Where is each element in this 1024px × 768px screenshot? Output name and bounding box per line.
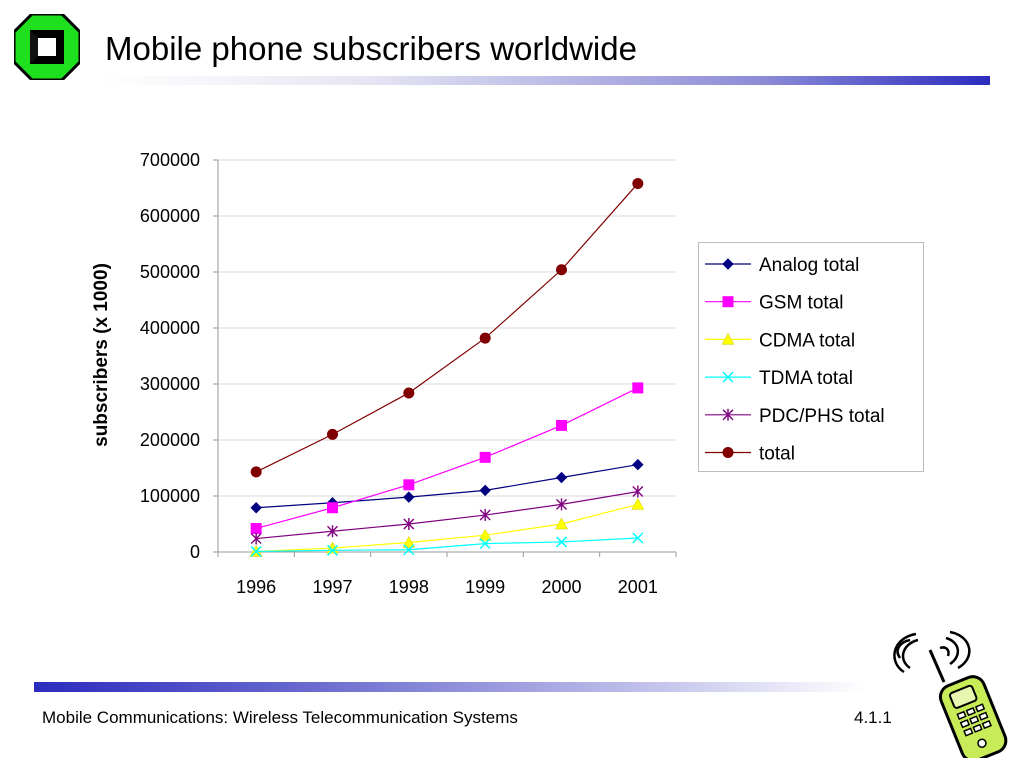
series-total [250,178,644,478]
data-point [478,528,492,541]
data-point [250,532,262,545]
line-chart: 0 100000 200000 300000 400000 500000 600000 700… [140,150,677,597]
y-axis-title: subscribers (x 1000) [91,263,112,447]
y-tick-label: 700000 [140,150,200,170]
legend-swatch-marker [722,447,734,458]
chart-axes [213,159,677,557]
legend-item: Analog total [705,255,859,276]
data-point [327,502,338,514]
data-point [403,518,415,530]
data-point [403,544,415,556]
series-gsm-total [250,382,644,534]
x-tick-label: 1996 [236,577,276,597]
data-point [632,532,644,544]
data-point [479,451,491,463]
footer-course-title: Mobile Communications: Wireless Telecomm… [42,708,518,727]
data-point [327,428,338,440]
slide-title: Mobile phone subscribers worldwide [105,30,637,67]
series-line [256,503,638,553]
page-number: 4.1.1 [854,708,892,727]
legend-label: CDMA total [759,330,855,351]
y-tick-label: 300000 [140,374,200,394]
x-tick-label: 1998 [389,577,429,597]
series-line [255,183,639,473]
legend-label: GSM total [759,293,843,314]
data-point [555,471,568,484]
legend-swatch-marker [722,296,734,308]
y-tick-label: 600000 [140,206,200,226]
data-point [250,522,262,534]
data-point [631,497,645,510]
data-point [555,517,568,530]
series-tdma-total [250,532,644,557]
data-point [403,387,415,399]
series-cdma-total [249,497,645,557]
legend-item: GSM total [705,293,843,314]
data-point [556,419,567,431]
x-tick-label: 2001 [618,577,658,597]
chart-gridlines [218,159,676,497]
title-divider [100,76,990,85]
legend-label: total [759,444,795,465]
data-point [632,485,644,498]
data-point [632,382,644,394]
data-point [556,264,567,276]
legend-label: TDMA total [759,368,853,389]
x-tick-label: 2000 [541,577,581,597]
legend-item: TDMA total [705,368,853,389]
chart-tick-labels: 0 100000 200000 300000 400000 500000 600000 700… [140,150,658,597]
series-analog-total [250,458,644,514]
chart-legend: Analog total GSM total CDMA total TDMA tota… [698,242,924,472]
data-point [250,502,262,514]
legend-swatch-marker [722,258,734,270]
legend-label: Analog total [759,255,859,276]
x-tick-label: 1999 [465,577,505,597]
legend-swatch-marker [722,371,734,383]
legend-item: CDMA total [705,330,855,351]
y-tick-label: 500000 [140,262,200,282]
series-line [256,537,638,553]
data-point [403,491,415,503]
x-tick-label: 1997 [312,577,352,597]
data-point [250,466,262,478]
series-line [256,490,638,540]
data-point [556,498,567,511]
data-point [402,535,416,548]
y-tick-label: 0 [190,542,200,562]
y-axis-title-container: subscribers (x 1000) [62,240,142,447]
data-point [479,538,491,550]
legend-swatch-marker [721,332,735,345]
series-pdc-phs-total [250,485,644,545]
series-line [256,387,639,530]
data-point [632,458,644,471]
y-tick-label: 400000 [140,318,200,338]
legend-item: total [705,444,795,465]
data-point [326,544,339,556]
data-point [479,332,491,344]
data-point [403,479,415,491]
data-point [555,536,568,548]
chart-series [249,178,645,557]
mobile-phone-clipart-icon [893,630,1008,758]
data-point [250,545,262,557]
series-line [256,464,638,509]
university-logo-icon [14,14,80,80]
legend-label: PDC/PHS total [759,406,885,427]
y-tick-label: 100000 [140,486,200,506]
y-tick-label: 200000 [140,430,200,450]
data-point [632,178,644,190]
footer-divider [34,682,866,692]
data-point [479,484,491,497]
legend-item: PDC/PHS total [705,406,885,427]
data-point [479,509,491,522]
data-point [327,525,338,538]
legend-swatch-marker [722,408,734,421]
